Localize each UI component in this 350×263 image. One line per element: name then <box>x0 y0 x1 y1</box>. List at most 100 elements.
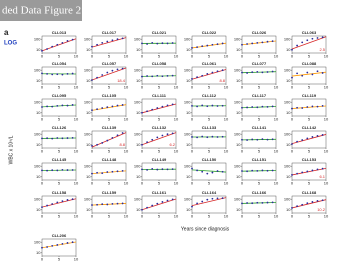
point <box>111 170 114 173</box>
point <box>246 43 249 45</box>
point <box>241 43 243 46</box>
x-tick-label: 10 <box>124 54 129 59</box>
point <box>196 46 199 48</box>
y-tick-label: 10 <box>186 142 191 147</box>
point <box>46 246 48 248</box>
point <box>91 204 93 206</box>
y-tick-label: 100 <box>234 36 241 41</box>
point <box>256 138 259 141</box>
chart-title: CLL142 <box>302 125 317 130</box>
y-tick-label: 100 <box>84 196 91 201</box>
point <box>151 108 154 111</box>
point <box>191 47 193 49</box>
point <box>51 244 54 247</box>
x-tick-label: 10 <box>324 214 329 219</box>
point <box>306 39 309 42</box>
point <box>316 168 319 171</box>
y-tick-label: 10 <box>136 110 141 115</box>
point <box>101 107 104 109</box>
point <box>206 105 209 108</box>
y-tick-label: 10 <box>236 47 241 52</box>
y-tick-label: 100 <box>34 131 41 136</box>
chart-title: CLL158 <box>52 190 67 195</box>
y-tick-label: 10 <box>86 207 91 212</box>
point <box>201 135 204 138</box>
rate-annotation: 2.5 <box>319 47 325 52</box>
point <box>161 105 164 108</box>
point <box>271 40 274 43</box>
point <box>116 170 119 173</box>
point <box>201 45 204 48</box>
point <box>141 208 143 211</box>
point <box>66 169 69 171</box>
x-tick-label: 10 <box>174 85 179 90</box>
point <box>291 174 293 176</box>
point <box>106 106 109 109</box>
point <box>206 198 209 201</box>
chart-title: CLL148 <box>102 157 117 162</box>
point <box>246 170 249 173</box>
point <box>146 206 149 209</box>
point <box>51 203 54 205</box>
x-tick-label: 5 <box>58 149 61 154</box>
x-tick-label: 5 <box>158 181 161 186</box>
x-tick-label: 0 <box>191 149 194 154</box>
x-tick-label: 0 <box>241 85 244 90</box>
y-tick-label: 10 <box>86 174 91 179</box>
x-tick-label: 0 <box>141 214 144 219</box>
x-tick-label: 5 <box>108 214 111 219</box>
plot-frame <box>41 66 77 85</box>
y-tick-label: 100 <box>284 67 291 72</box>
point <box>141 75 143 78</box>
y-tick-label: 10 <box>86 110 91 115</box>
x-tick-label: 10 <box>124 214 129 219</box>
chart-title: CLL132 <box>152 125 167 130</box>
point <box>266 71 269 73</box>
x-tick-label: 10 <box>274 181 279 186</box>
x-tick-label: 10 <box>274 149 279 154</box>
point <box>166 133 169 136</box>
chart-title: CLL164 <box>202 190 217 195</box>
y-tick-label: 100 <box>34 67 41 72</box>
point <box>166 199 169 202</box>
chart-title: CLL119 <box>302 93 317 98</box>
x-tick-label: 10 <box>174 54 179 59</box>
x-tick-label: 10 <box>124 117 129 122</box>
point <box>191 104 193 107</box>
x-tick-label: 5 <box>158 214 161 219</box>
x-tick-label: 5 <box>208 214 211 219</box>
x-tick-label: 0 <box>191 181 194 186</box>
point <box>61 41 64 44</box>
point <box>311 169 314 172</box>
point <box>116 68 119 71</box>
point <box>261 138 264 141</box>
point <box>211 104 214 107</box>
chart-title: CLL153 <box>302 157 317 162</box>
point <box>191 78 193 80</box>
plot-frame <box>141 98 177 117</box>
point <box>206 172 209 175</box>
chart-title: CLL159 <box>102 190 117 195</box>
point <box>191 167 193 170</box>
y-tick-label: 10 <box>236 78 241 83</box>
x-tick-label: 0 <box>41 117 44 122</box>
x-tick-label: 5 <box>158 117 161 122</box>
chart-title: CLL166 <box>252 190 267 195</box>
point <box>306 106 309 108</box>
point <box>101 74 104 76</box>
point <box>166 104 169 107</box>
plot-frame <box>41 130 77 149</box>
point <box>201 104 204 107</box>
point <box>171 42 174 44</box>
chart-title: CLL058 <box>152 61 167 66</box>
point <box>41 106 43 108</box>
y-tick-label: 100 <box>234 163 241 168</box>
x-tick-label: 0 <box>141 54 144 59</box>
x-tick-label: 5 <box>58 257 61 262</box>
point <box>201 170 204 173</box>
point <box>306 202 309 205</box>
point <box>61 137 64 140</box>
point <box>206 72 209 75</box>
y-tick-label: 10 <box>186 78 191 83</box>
x-tick-label: 10 <box>324 85 329 90</box>
